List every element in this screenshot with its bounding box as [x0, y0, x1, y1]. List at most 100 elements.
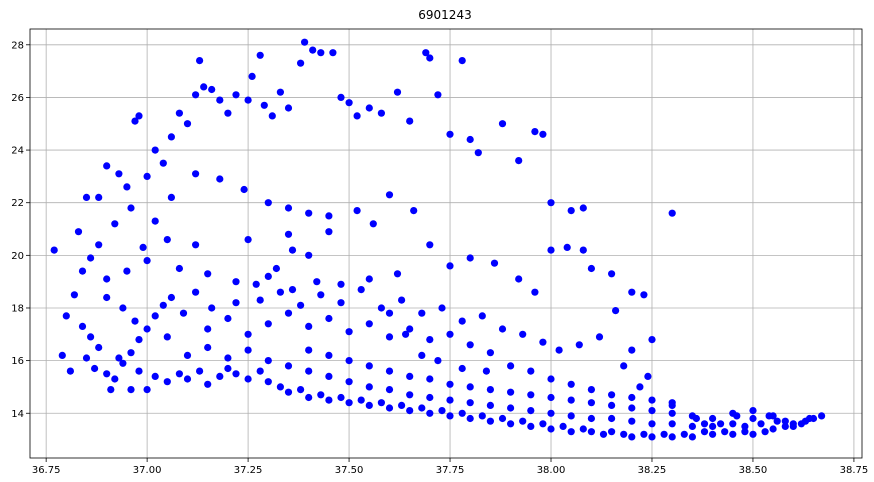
x-tick-label: 37.50 — [335, 465, 364, 476]
data-point — [620, 362, 628, 370]
data-point — [398, 296, 406, 304]
data-point — [466, 383, 474, 391]
data-point — [337, 93, 345, 101]
data-point — [478, 312, 486, 320]
data-point — [733, 412, 741, 420]
data-point — [668, 401, 676, 409]
data-point — [252, 280, 260, 288]
data-point — [103, 162, 111, 170]
data-point — [159, 159, 167, 167]
data-point — [107, 386, 115, 394]
data-point — [272, 264, 280, 273]
data-point — [163, 236, 171, 244]
y-tick-label: 24 — [11, 146, 24, 157]
data-point — [393, 88, 402, 96]
data-point — [539, 338, 547, 346]
data-point — [547, 199, 555, 207]
data-point — [769, 425, 777, 433]
data-point — [531, 128, 539, 136]
data-point — [365, 275, 373, 283]
data-point — [805, 414, 814, 423]
data-point — [385, 333, 394, 341]
data-point — [385, 191, 394, 199]
data-point — [797, 420, 806, 428]
data-point — [143, 325, 151, 333]
data-point — [183, 375, 192, 383]
data-point — [482, 367, 490, 375]
data-point — [587, 428, 596, 436]
data-point — [216, 372, 224, 380]
data-point — [587, 399, 596, 407]
data-point — [260, 101, 268, 109]
data-point — [406, 391, 414, 399]
data-point — [317, 291, 325, 299]
data-point — [325, 314, 333, 323]
data-point — [515, 275, 523, 283]
data-point — [200, 83, 208, 91]
x-tick-label: 38.00 — [537, 465, 566, 476]
data-point — [612, 307, 620, 315]
data-point — [284, 362, 293, 370]
data-point — [608, 401, 616, 409]
data-point — [490, 259, 499, 267]
data-point — [111, 220, 119, 228]
data-point — [567, 412, 575, 420]
data-point — [579, 425, 587, 433]
data-point — [426, 54, 434, 62]
data-point — [256, 296, 264, 304]
data-point — [547, 393, 555, 402]
y-tick-label: 22 — [11, 198, 24, 209]
data-point — [563, 243, 571, 251]
data-point — [163, 378, 171, 386]
data-point — [325, 351, 333, 359]
data-point — [377, 109, 385, 117]
data-point — [474, 149, 482, 157]
data-point — [519, 417, 527, 425]
data-point — [103, 293, 111, 302]
data-point — [50, 246, 58, 254]
data-point — [587, 414, 596, 423]
data-point — [276, 288, 284, 296]
data-point — [406, 117, 414, 125]
data-point — [163, 333, 171, 341]
data-point — [789, 422, 797, 430]
data-point — [628, 417, 636, 425]
data-point — [284, 104, 293, 112]
data-point — [232, 370, 240, 378]
data-point — [305, 393, 313, 402]
data-point — [422, 49, 430, 57]
data-point — [87, 333, 95, 341]
data-point — [640, 430, 648, 438]
data-point — [757, 420, 765, 428]
data-point — [648, 336, 656, 344]
data-point — [345, 328, 353, 336]
data-point — [325, 372, 333, 380]
data-point — [325, 228, 333, 236]
data-point — [640, 291, 648, 299]
data-point — [402, 330, 410, 338]
data-point — [297, 59, 305, 67]
data-point — [276, 88, 284, 96]
data-point — [446, 396, 454, 404]
data-point — [410, 207, 418, 215]
data-point — [527, 422, 535, 430]
data-point — [418, 309, 426, 317]
data-point — [151, 372, 159, 380]
data-point — [636, 383, 644, 391]
data-point — [115, 354, 123, 362]
data-point — [276, 383, 284, 391]
data-point — [700, 428, 709, 436]
data-point — [151, 312, 159, 320]
x-tick-label: 36.75 — [32, 465, 61, 476]
data-point — [297, 301, 305, 309]
data-point — [305, 322, 313, 330]
data-point — [91, 364, 99, 373]
data-point — [587, 386, 596, 394]
data-point — [446, 330, 454, 338]
data-point — [688, 433, 697, 441]
grid-lines — [30, 29, 862, 458]
data-point — [498, 414, 507, 423]
x-tick-label: 37.00 — [133, 465, 162, 476]
data-point — [365, 401, 373, 409]
